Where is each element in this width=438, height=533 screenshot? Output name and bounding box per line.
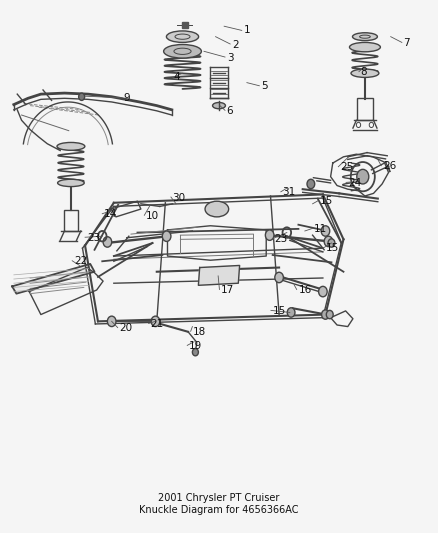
Ellipse shape (350, 43, 380, 52)
Text: 8: 8 (360, 67, 367, 77)
Text: 14: 14 (104, 209, 117, 219)
Ellipse shape (58, 179, 84, 187)
Text: 31: 31 (283, 187, 296, 197)
Text: 2: 2 (232, 39, 239, 50)
Circle shape (151, 316, 160, 327)
Circle shape (326, 310, 333, 319)
Ellipse shape (212, 102, 226, 109)
Circle shape (107, 316, 116, 327)
Text: 20: 20 (120, 323, 133, 333)
Polygon shape (12, 264, 95, 294)
Text: 16: 16 (298, 285, 312, 295)
Bar (357, 98, 373, 120)
Ellipse shape (351, 69, 379, 77)
Text: 4: 4 (174, 72, 180, 83)
Text: 23: 23 (87, 233, 100, 243)
Ellipse shape (164, 45, 201, 58)
Text: 10: 10 (146, 211, 159, 221)
Text: 24: 24 (348, 178, 361, 188)
Text: 26: 26 (383, 161, 396, 171)
Text: 15: 15 (325, 243, 339, 253)
Circle shape (103, 237, 112, 247)
Circle shape (321, 226, 330, 236)
Text: 30: 30 (173, 192, 186, 203)
Ellipse shape (57, 142, 85, 150)
Polygon shape (198, 265, 240, 285)
Circle shape (192, 349, 198, 356)
Circle shape (162, 231, 171, 241)
Text: 25: 25 (340, 162, 353, 172)
Ellipse shape (205, 201, 229, 217)
Text: 22: 22 (74, 256, 87, 266)
Text: 9: 9 (124, 93, 131, 103)
Text: 11: 11 (314, 224, 328, 234)
Text: 19: 19 (189, 341, 202, 351)
Text: 17: 17 (221, 285, 234, 295)
Circle shape (265, 230, 274, 240)
Circle shape (307, 179, 315, 189)
Text: 15: 15 (272, 306, 286, 316)
Text: 5: 5 (261, 82, 268, 91)
Text: 15: 15 (320, 196, 333, 206)
Text: 21: 21 (150, 319, 163, 329)
Circle shape (318, 286, 327, 297)
Circle shape (287, 308, 295, 317)
Circle shape (357, 169, 369, 184)
Text: 2001 Chrysler PT Cruiser
Knuckle Diagram for 4656366AC: 2001 Chrysler PT Cruiser Knuckle Diagram… (139, 493, 299, 515)
Text: 7: 7 (403, 38, 410, 48)
Circle shape (328, 239, 335, 247)
Bar (64, 210, 78, 231)
Circle shape (324, 236, 333, 247)
Text: 6: 6 (227, 106, 233, 116)
Ellipse shape (166, 31, 198, 43)
Circle shape (275, 272, 283, 282)
Text: 18: 18 (192, 327, 205, 337)
Circle shape (79, 93, 85, 100)
Circle shape (321, 310, 329, 319)
Text: 1: 1 (244, 26, 251, 35)
Ellipse shape (353, 33, 378, 41)
Text: 3: 3 (227, 53, 233, 62)
Text: 23: 23 (274, 235, 287, 244)
